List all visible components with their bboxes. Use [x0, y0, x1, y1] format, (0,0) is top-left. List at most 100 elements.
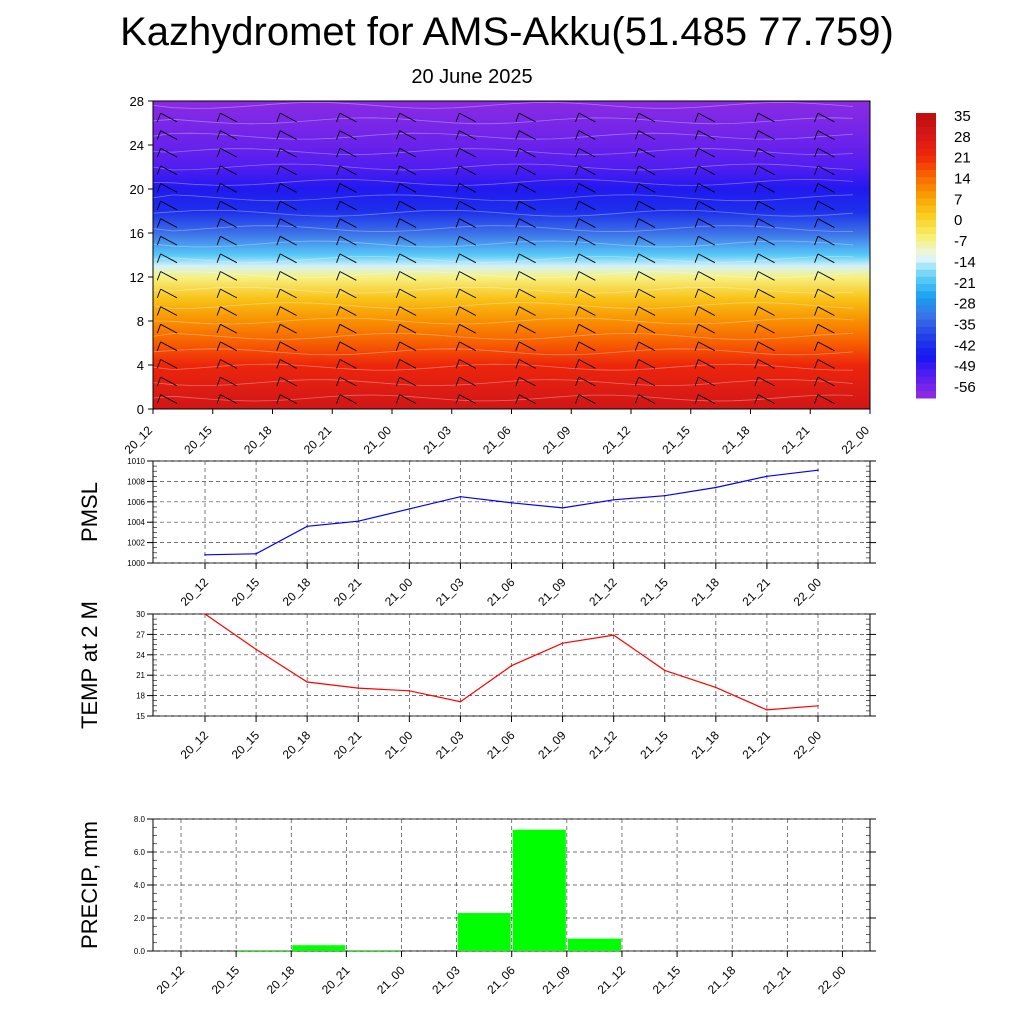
wind-barb-feather	[515, 271, 520, 281]
wind-barb-feather	[515, 200, 520, 211]
colorbar-swatch	[916, 191, 936, 199]
wind-barb	[578, 130, 596, 140]
colorbar-swatch	[916, 127, 936, 135]
wind-barb-feather	[515, 341, 520, 351]
wind-barb	[459, 359, 477, 369]
wind-barb	[698, 235, 716, 246]
data-point	[408, 690, 411, 692]
wind-barb	[698, 288, 716, 299]
wind-barb-feather	[336, 271, 341, 281]
wind-barb-feather	[395, 200, 401, 211]
wind-barb	[638, 288, 656, 299]
wind-barb	[339, 323, 357, 334]
wind-barb	[757, 183, 775, 193]
wind-barb	[459, 130, 477, 140]
wind-barb	[698, 376, 716, 387]
wind-barb-feather	[336, 376, 341, 387]
wind-barb-feather	[694, 394, 699, 404]
x-tick-label: 21_00	[382, 728, 416, 762]
colorbar-label: 21	[954, 150, 971, 167]
colorbar-swatch	[916, 284, 936, 292]
wind-barb-feather	[754, 324, 759, 334]
wind-barb-feather	[336, 253, 341, 263]
data-point	[510, 664, 513, 667]
wind-barb	[459, 341, 477, 352]
colorbar-swatch	[916, 205, 936, 214]
chart-title: Kazhydromet for AMS-Akku(51.485 77.759)	[120, 10, 894, 54]
wind-barb	[757, 306, 775, 316]
wind-barb-feather	[694, 306, 699, 316]
wind-barb-feather	[814, 324, 819, 334]
wind-barb-feather	[216, 324, 221, 334]
colorbar-swatch	[916, 184, 936, 192]
x-tick-label: 21_03	[433, 728, 467, 762]
y-tick-label: 0	[137, 402, 144, 417]
x-tick-label: 20_15	[209, 963, 243, 997]
colorbar-swatch	[916, 369, 936, 378]
colorbar-swatch	[916, 305, 936, 313]
contour-line	[152, 363, 854, 371]
x-tick-label: 22_00	[839, 423, 873, 457]
wind-barb	[578, 271, 596, 281]
wind-barb-feather	[575, 253, 580, 263]
x-tick-label: 20_15	[229, 728, 263, 762]
x-tick-label: 20_12	[122, 423, 156, 457]
colorbar-swatch	[916, 376, 936, 385]
colorbar-swatch	[916, 248, 936, 256]
wind-barb-feather	[276, 394, 281, 404]
wind-barb	[279, 359, 297, 369]
contour-line	[152, 332, 854, 340]
wind-barb-feather	[336, 324, 341, 334]
wind-barb	[638, 359, 656, 369]
wind-barb-feather	[276, 218, 281, 228]
wind-barb	[638, 218, 656, 228]
wind-barb-feather	[634, 359, 640, 369]
wind-barb-feather	[575, 183, 580, 193]
wind-barb	[757, 323, 775, 334]
wind-barb	[817, 341, 835, 352]
wind-barb-feather	[455, 218, 460, 228]
x-tick-label: 21_21	[760, 963, 794, 997]
wind-barb	[518, 183, 536, 193]
contour-line	[152, 209, 854, 217]
wind-barb	[757, 253, 775, 264]
wind-barb	[339, 288, 357, 299]
colorbar-swatch	[916, 155, 936, 164]
wind-barb	[757, 112, 775, 123]
wind-barb-feather	[455, 376, 460, 387]
wind-barb	[279, 376, 297, 387]
wind-barb-feather	[515, 112, 520, 123]
wind-barb-feather	[216, 236, 221, 246]
wind-barb	[399, 112, 417, 123]
colorbar-swatch	[916, 326, 936, 335]
wind-barb-feather	[395, 324, 401, 334]
wind-barb-feather	[814, 183, 819, 193]
wind-barb-feather	[156, 165, 162, 175]
wind-barb	[578, 288, 596, 299]
wind-barb-feather	[156, 376, 162, 387]
wind-barb	[339, 341, 357, 352]
wind-barb-feather	[694, 200, 699, 211]
wind-barb	[160, 200, 178, 211]
x-tick-label: 21_09	[535, 575, 569, 609]
colorbar-swatch	[916, 113, 936, 121]
wind-barb	[459, 200, 477, 211]
wind-barb-feather	[455, 341, 460, 351]
wind-barb-feather	[455, 165, 460, 175]
wind-barb	[757, 376, 775, 387]
wind-barb	[399, 130, 417, 140]
colorbar-label: -42	[954, 337, 976, 354]
wind-barb-feather	[455, 112, 460, 123]
wind-barb	[817, 359, 835, 369]
wind-barb-feather	[395, 288, 401, 299]
wind-barb	[399, 235, 417, 246]
wind-barb-feather	[515, 376, 520, 387]
x-tick-label: 21_21	[740, 575, 774, 609]
wind-barb	[817, 183, 835, 193]
x-tick-label: 20_18	[280, 728, 314, 762]
wind-barb	[817, 112, 835, 123]
wind-barb-feather	[336, 341, 341, 351]
wind-barb-feather	[276, 236, 281, 246]
wind-barb	[698, 218, 716, 228]
y-tick-label: 21	[136, 671, 145, 680]
